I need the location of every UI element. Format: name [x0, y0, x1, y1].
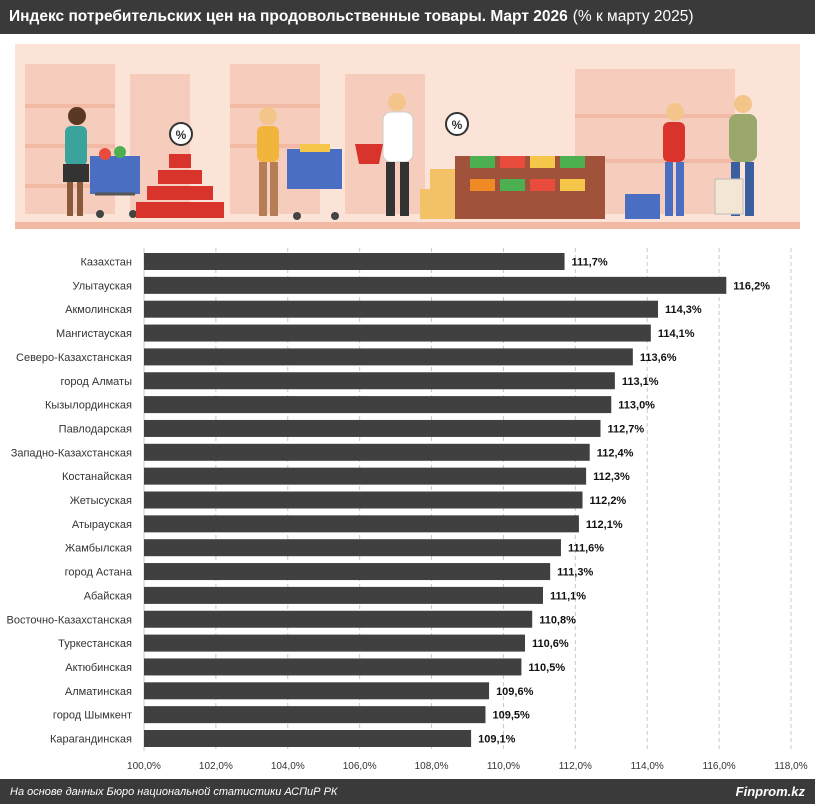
data-label: 112,2% [590, 495, 627, 507]
bar [144, 348, 633, 366]
produce-stand-icon [420, 156, 605, 219]
category-label: Мангистауская [56, 328, 132, 340]
bar [144, 491, 583, 509]
data-label: 113,1% [622, 376, 659, 388]
data-label: 112,3% [593, 471, 630, 483]
category-label: город Шымкент [53, 710, 132, 722]
shopping-cart-icon [90, 146, 140, 218]
bar [144, 658, 522, 676]
discount-pyramid-icon: % [136, 122, 224, 218]
bar [144, 682, 490, 700]
data-label: 114,1% [658, 328, 695, 340]
data-label: 110,8% [539, 614, 576, 626]
data-label: 113,0% [618, 400, 655, 412]
x-tick-label: 102,0% [199, 761, 233, 772]
x-tick-label: 118,0% [774, 761, 807, 772]
svg-text:%: % [176, 128, 187, 142]
category-label: Казахстан [80, 257, 132, 269]
footer: На основе данных Бюро национальной стати… [0, 779, 815, 804]
x-tick-label: 104,0% [271, 761, 305, 772]
data-label: 112,7% [607, 423, 644, 435]
bar [144, 563, 551, 581]
category-label: Кызылординская [45, 400, 132, 412]
bar [144, 610, 533, 628]
category-label: Туркестанская [58, 638, 132, 650]
data-label: 109,6% [496, 686, 534, 698]
bar-chart: Казахстан Улытауская Акмолинская Мангистаус… [6, 248, 808, 772]
data-label: 112,1% [586, 519, 623, 531]
bar [144, 634, 526, 652]
bar [144, 324, 651, 342]
category-label: Алматинская [65, 686, 132, 698]
shopper-man-basket-icon [355, 93, 414, 216]
bar [144, 706, 486, 724]
bar [144, 372, 615, 390]
category-label: город Астана [65, 567, 133, 579]
x-tick-label: 116,0% [703, 761, 736, 772]
shopper-left-icon [63, 107, 89, 216]
x-tick-label: 108,0% [415, 761, 449, 772]
data-label: 110,5% [528, 662, 565, 674]
data-label: 112,4% [597, 447, 634, 459]
data-label: 116,2% [733, 280, 770, 292]
grocery-store-illustration: % % [15, 44, 800, 229]
category-label: Абайская [84, 590, 132, 602]
source-note: На основе данных Бюро национальной стати… [10, 785, 338, 798]
bar [144, 730, 472, 747]
shopping-cart-icon-2 [287, 144, 342, 220]
brand-logo: Finprom.kz [735, 784, 805, 799]
data-label: 109,1% [478, 734, 516, 746]
data-label: 114,3% [665, 304, 702, 316]
category-label: Жетысуская [70, 495, 132, 507]
data-label: 113,6% [640, 352, 677, 364]
title-sub: (% к марту 2025) [572, 8, 694, 25]
title-main: Индекс потребительских цен на продовольс… [9, 8, 568, 25]
data-label: 109,5% [492, 710, 530, 722]
data-label: 111,6% [568, 543, 604, 555]
data-label: 111,1% [550, 590, 586, 602]
bar [144, 443, 590, 461]
category-label: Западно-Казахстанская [11, 447, 132, 459]
shopper-man-bag-icon [714, 95, 757, 216]
category-label: Восточно-Казахстанская [6, 614, 132, 626]
bar [144, 586, 543, 604]
chart-title: Индекс потребительских цен на продовольс… [0, 0, 815, 34]
x-tick-label: 106,0% [343, 761, 377, 772]
bar [144, 419, 601, 437]
category-label: город Алматы [61, 376, 133, 388]
category-label: Улытауская [73, 280, 133, 292]
x-tick-label: 110,0% [487, 761, 520, 772]
bar [144, 467, 587, 485]
category-label: Атырауская [72, 519, 132, 531]
bar [144, 300, 659, 318]
x-tick-label: 112,0% [559, 761, 592, 772]
bar [144, 276, 727, 294]
category-label: Северо-Казахстанская [16, 352, 132, 364]
data-label: 111,3% [557, 567, 593, 579]
svg-text:%: % [452, 118, 463, 132]
bar [144, 253, 565, 270]
data-label: 111,7% [572, 257, 608, 269]
bar [144, 515, 579, 533]
bar [144, 396, 612, 414]
x-tick-label: 114,0% [631, 761, 664, 772]
category-label: Павлодарская [59, 423, 132, 435]
category-label: Карагандинская [50, 734, 132, 746]
shopper-woman-icon [625, 103, 685, 219]
category-label: Костанайская [62, 471, 132, 483]
data-label: 110,6% [532, 638, 569, 650]
category-label: Жамбылская [65, 543, 132, 555]
x-tick-label: 100,0% [127, 761, 161, 772]
bar [144, 539, 561, 557]
category-label: Актюбинская [65, 662, 132, 674]
category-label: Акмолинская [65, 304, 132, 316]
shopper-thinking-icon [257, 107, 279, 216]
